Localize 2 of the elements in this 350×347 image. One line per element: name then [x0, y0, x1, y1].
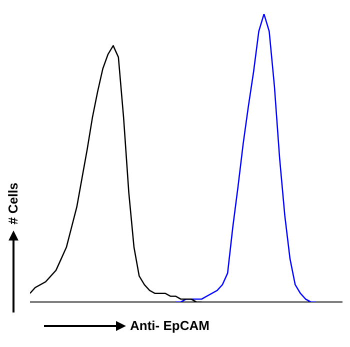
x-axis-title: Anti- EpCAM — [130, 318, 210, 333]
y-axis-title: # Cells — [6, 182, 20, 224]
